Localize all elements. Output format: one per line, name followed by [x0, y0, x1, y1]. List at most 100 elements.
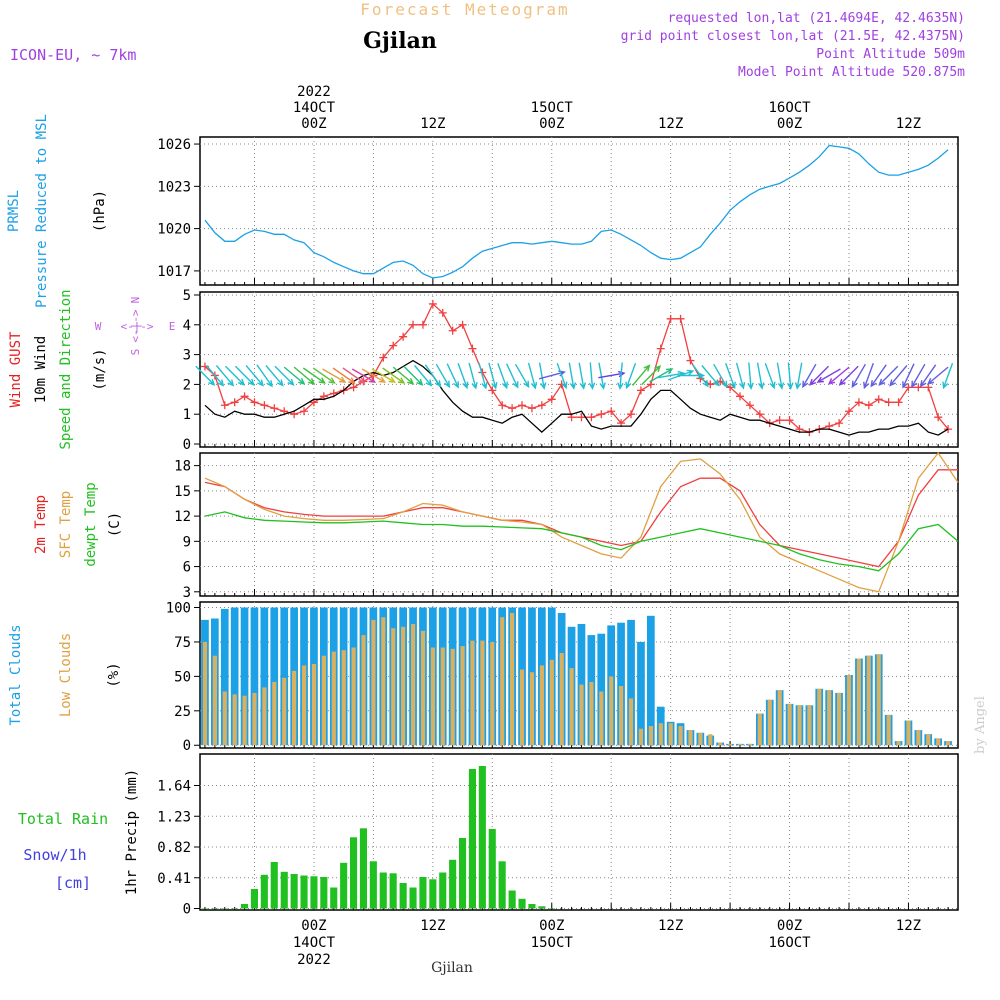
bar-3-low-3 — [232, 694, 237, 746]
time-label-top-0-0: 2022 — [297, 84, 331, 100]
wind-arrow-11 — [302, 367, 326, 384]
wind-arrow-36 — [556, 362, 568, 390]
ytick-label-2-4: 15 — [174, 484, 191, 500]
ytick-label-1-3: 3 — [183, 348, 191, 364]
wind-arrow-60 — [794, 362, 803, 390]
bar-3-low-38 — [579, 684, 584, 746]
ylabel-3-0: Total Clouds — [8, 624, 24, 725]
wind-arrow-73 — [919, 364, 937, 388]
gust-point-68 — [874, 395, 883, 404]
bar-4-rain-33 — [528, 904, 536, 909]
wind-arrow-20 — [392, 366, 415, 385]
time-label-bottom-1-0: 12Z — [420, 918, 445, 934]
ytick-label-0-1: 1020 — [157, 222, 191, 238]
bar-3-low-56 — [757, 713, 762, 746]
bar-3-low-37 — [569, 668, 574, 746]
bar-3-low-71 — [906, 720, 911, 746]
gust-point-5 — [250, 398, 259, 407]
gust-point-35 — [547, 395, 556, 404]
bar-4-rain-20 — [399, 883, 407, 909]
gust-point-64 — [835, 419, 844, 428]
wind-arrow-52 — [713, 363, 728, 389]
bar-3-low-12 — [321, 655, 326, 746]
wind-arrow-56 — [756, 362, 765, 390]
panel-4: 0 0.41 0.82 1.23 1.64 1hr Precip (mm) Total Ra… — [18, 753, 959, 918]
bar-3-low-1 — [212, 655, 217, 746]
side-label-unit: [cm] — [55, 874, 91, 892]
bar-4-rain-15 — [350, 837, 358, 909]
wind-arrow-5 — [245, 365, 264, 387]
ytick-label-1-0: 0 — [183, 437, 191, 453]
gust-point-19 — [389, 341, 398, 350]
wind-arrow-46 — [649, 368, 674, 383]
wind-arrow-53 — [725, 362, 736, 390]
ylabel-1-2: Speed and Direction — [58, 289, 74, 449]
bar-4-rain-7 — [270, 862, 278, 909]
wind-arrow-70 — [889, 365, 908, 387]
ylabel-2-2: dewpt Temp — [83, 482, 99, 566]
bar-4-rain-1 — [211, 908, 219, 909]
bar-3-low-73 — [926, 734, 931, 746]
wind-arrow-12 — [312, 367, 336, 384]
compass-south: S — [129, 349, 142, 356]
side-label-snow: Snow/1h — [23, 846, 86, 864]
series-1-1 — [204, 359, 949, 436]
panel-1: 0 1 2 3 4 5 Wind GUST 10m Wind Speed and Directi… — [8, 288, 959, 453]
bar-4-rain-27 — [468, 769, 476, 909]
wind-arrow-17 — [361, 368, 387, 383]
ytick-label-3-4: 100 — [166, 601, 191, 617]
bar-4-rain-14 — [340, 862, 348, 909]
ylabel-4-0: 1hr Precip (mm) — [124, 769, 140, 895]
gust-point-65 — [845, 407, 854, 416]
time-label-top-4-1: 00Z — [777, 116, 802, 132]
gust-point-47 — [666, 314, 675, 323]
bar-3-low-18 — [381, 617, 386, 746]
wind-arrow-34 — [538, 362, 547, 390]
panel-frame-3 — [199, 601, 959, 749]
requested-coords: requested lon,lat (21.4694E, 42.4635N) — [668, 11, 965, 26]
bar-3-low-65 — [846, 675, 852, 746]
wind-arrow-14 — [332, 367, 356, 384]
gust-point-46 — [656, 344, 665, 353]
compass-ew: <-|-> — [120, 320, 153, 333]
bar-3-total-6 — [260, 607, 269, 746]
time-label-bottom-4-1: 16OCT — [768, 935, 811, 951]
bar-3-low-13 — [331, 651, 336, 746]
gust-point-39 — [587, 413, 596, 422]
bar-3-low-64 — [837, 692, 842, 746]
wind-arrow-30 — [497, 362, 508, 390]
gust-point-3 — [230, 398, 239, 407]
wind-arrow-31 — [505, 363, 519, 389]
bar-3-low-72 — [916, 730, 921, 746]
bar-3-low-57 — [767, 699, 772, 746]
bar-4-rain-4 — [241, 904, 249, 909]
ylabel-3-2: (%) — [106, 662, 122, 687]
bar-3-low-62 — [817, 688, 822, 746]
gust-point-71 — [904, 383, 913, 392]
gust-point-40 — [597, 410, 606, 419]
ylabel-1-3: (m/s) — [92, 348, 108, 390]
panel-frame-4 — [199, 753, 959, 911]
bar-3-low-39 — [589, 681, 594, 746]
gust-point-32 — [518, 401, 527, 410]
bar-3-low-32 — [519, 669, 525, 746]
gust-point-41 — [607, 407, 616, 416]
wind-arrow-72 — [911, 363, 926, 389]
ytick-label-2-2: 9 — [183, 534, 191, 550]
bar-4-rain-28 — [478, 766, 486, 909]
bar-3-low-20 — [401, 626, 406, 746]
bar-4-rain-24 — [439, 872, 447, 909]
gust-point-2 — [220, 401, 229, 410]
wind-arrow-15 — [342, 367, 366, 384]
bar-3-low-52 — [718, 742, 723, 746]
bar-4-rain-21 — [409, 887, 417, 909]
panel-0: 1017 1020 1023 1026 PRMSL Pressure Reduced to… — [6, 114, 959, 308]
bar-3-low-41 — [609, 676, 614, 746]
bar-3-low-2 — [222, 691, 227, 746]
ylabel-2-0: 2m Temp — [33, 495, 49, 554]
bar-3-total-40 — [597, 633, 606, 746]
bar-4-rain-5 — [250, 889, 258, 909]
wind-arrow-26 — [457, 362, 469, 390]
bar-3-total-42 — [617, 622, 625, 746]
